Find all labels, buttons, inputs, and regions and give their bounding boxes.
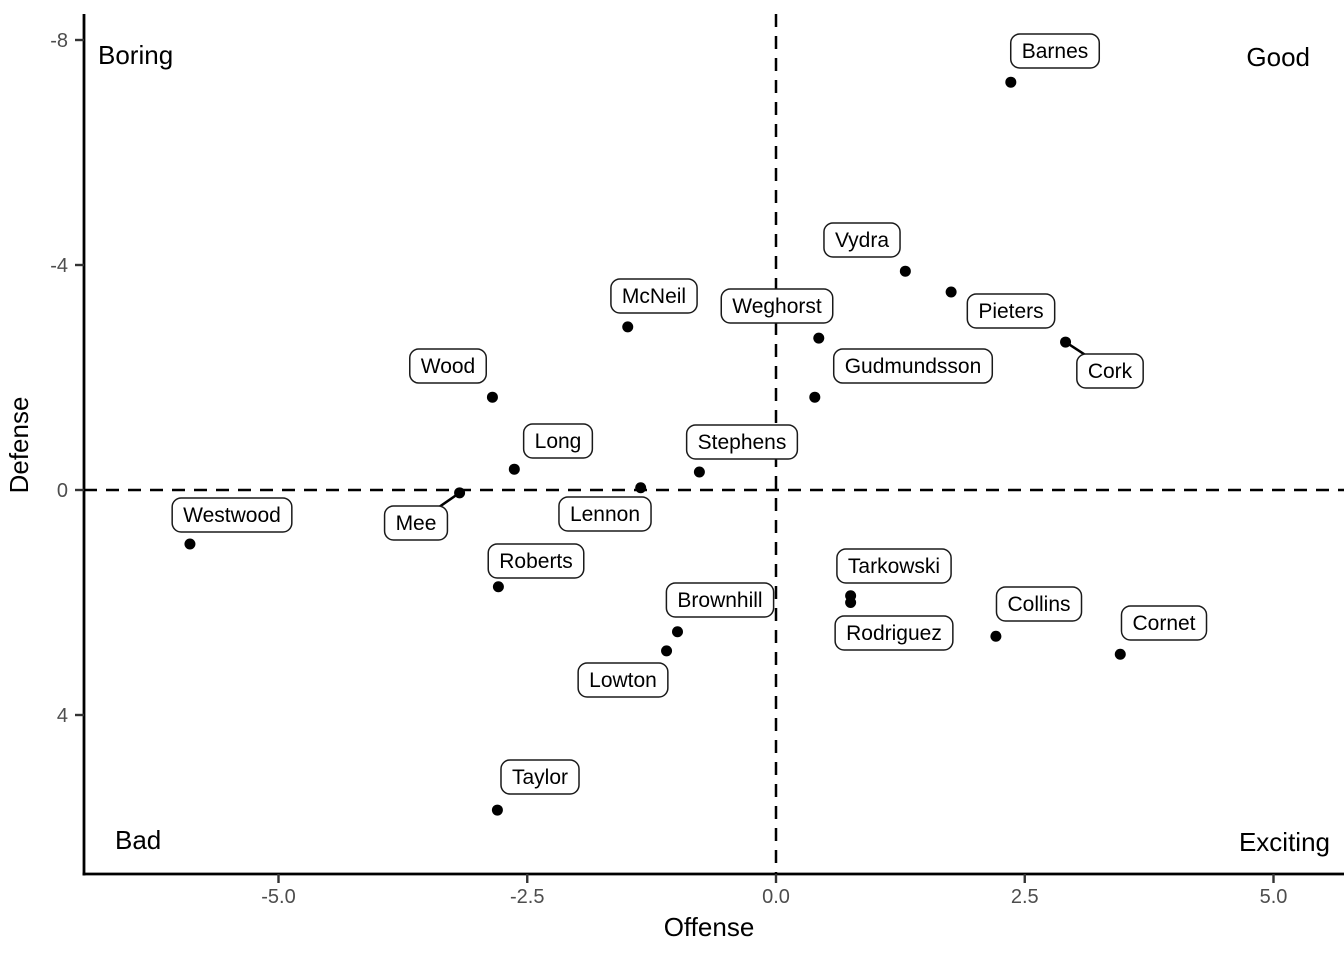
- point-label-box-stephens: [685, 424, 799, 460]
- x-tick-label: -5.0: [261, 886, 295, 908]
- data-point-wood: [486, 391, 498, 403]
- point-label-box-roberts: [487, 543, 585, 579]
- quadrant-label-good: Good: [1246, 42, 1310, 72]
- point-label-box-long: [522, 423, 594, 459]
- data-point-weghorst: [813, 332, 825, 344]
- quadrant-label-bad: Bad: [115, 825, 161, 855]
- point-label-box-mee: [383, 505, 449, 541]
- x-tick-label: -2.5: [510, 886, 544, 908]
- point-label-westwood: Westwood: [183, 504, 281, 527]
- x-tick-label: 2.5: [1011, 886, 1039, 908]
- data-point-lowton: [661, 645, 673, 657]
- point-label-vydra: Vydra: [835, 229, 889, 252]
- point-label-box-gudmundsson: [832, 348, 994, 384]
- data-point-long: [508, 463, 520, 475]
- point-label-box-barnes: [1009, 33, 1101, 69]
- quadrant-label-exciting: Exciting: [1239, 827, 1330, 857]
- data-point-mee: [454, 487, 466, 499]
- point-label-gudmundsson: Gudmundsson: [845, 355, 982, 378]
- point-label-taylor: Taylor: [512, 766, 568, 789]
- point-label-rodriguez: Rodriguez: [846, 622, 942, 645]
- point-label-box-brownhill: [665, 582, 775, 618]
- x-tick-label: 5.0: [1260, 886, 1288, 908]
- data-point-rodriguez: [845, 597, 857, 608]
- y-tick-label: -4: [50, 255, 68, 277]
- point-label-mcneil: McNeil: [622, 285, 686, 308]
- point-label-lowton: Lowton: [589, 669, 657, 692]
- point-label-box-tarkowski: [836, 548, 952, 584]
- quadrant-label-boring: Boring: [98, 40, 173, 70]
- data-point-vydra: [899, 265, 911, 277]
- point-label-box-weghorst: [720, 288, 834, 324]
- point-label-barnes: Barnes: [1022, 40, 1089, 63]
- point-label-box-cork: [1076, 353, 1144, 389]
- data-point-cornet: [1114, 648, 1126, 660]
- point-label-lennon: Lennon: [570, 503, 640, 526]
- data-point-pieters: [945, 286, 957, 298]
- point-label-box-vydra: [823, 222, 901, 258]
- point-label-box-lowton: [577, 662, 669, 698]
- point-label-roberts: Roberts: [499, 550, 573, 573]
- point-label-pieters: Pieters: [978, 300, 1043, 323]
- point-label-weghorst: Weghorst: [732, 295, 822, 318]
- data-point-mcneil: [622, 321, 634, 333]
- point-label-box-taylor: [500, 759, 580, 795]
- point-label-cornet: Cornet: [1132, 612, 1195, 635]
- y-tick-label: 4: [57, 705, 68, 727]
- point-label-brownhill: Brownhill: [677, 589, 762, 612]
- point-label-box-pieters: [966, 293, 1056, 329]
- data-point-barnes: [1005, 76, 1017, 88]
- point-label-box-rodriguez: [834, 615, 954, 651]
- data-point-roberts: [492, 581, 504, 593]
- data-point-taylor: [491, 804, 503, 816]
- data-point-lennon: [635, 482, 647, 494]
- x-axis-title: Offense: [664, 912, 755, 942]
- point-label-cork: Cork: [1088, 360, 1133, 383]
- y-tick-label: 0: [57, 480, 68, 502]
- point-label-box-collins: [995, 586, 1083, 622]
- x-tick-label: 0.0: [762, 886, 790, 908]
- point-label-tarkowski: Tarkowski: [848, 555, 940, 578]
- data-point-collins: [990, 630, 1002, 642]
- point-label-mee: Mee: [396, 512, 437, 535]
- point-label-wood: Wood: [421, 355, 475, 378]
- point-label-box-mcneil: [610, 278, 698, 314]
- data-point-stephens: [693, 466, 705, 478]
- point-label-long: Long: [535, 430, 582, 453]
- data-point-brownhill: [671, 626, 683, 638]
- data-point-cork: [1060, 336, 1072, 348]
- point-label-box-wood: [409, 348, 487, 384]
- point-label-box-westwood: [171, 497, 293, 533]
- point-label-stephens: Stephens: [698, 431, 787, 454]
- data-point-gudmundsson: [809, 391, 821, 403]
- y-axis-title: Defense: [4, 397, 34, 494]
- y-tick-label: -8: [50, 30, 68, 52]
- data-point-westwood: [184, 538, 196, 550]
- point-label-box-cornet: [1120, 605, 1208, 641]
- point-label-box-lennon: [558, 496, 652, 532]
- point-label-collins: Collins: [1007, 593, 1070, 616]
